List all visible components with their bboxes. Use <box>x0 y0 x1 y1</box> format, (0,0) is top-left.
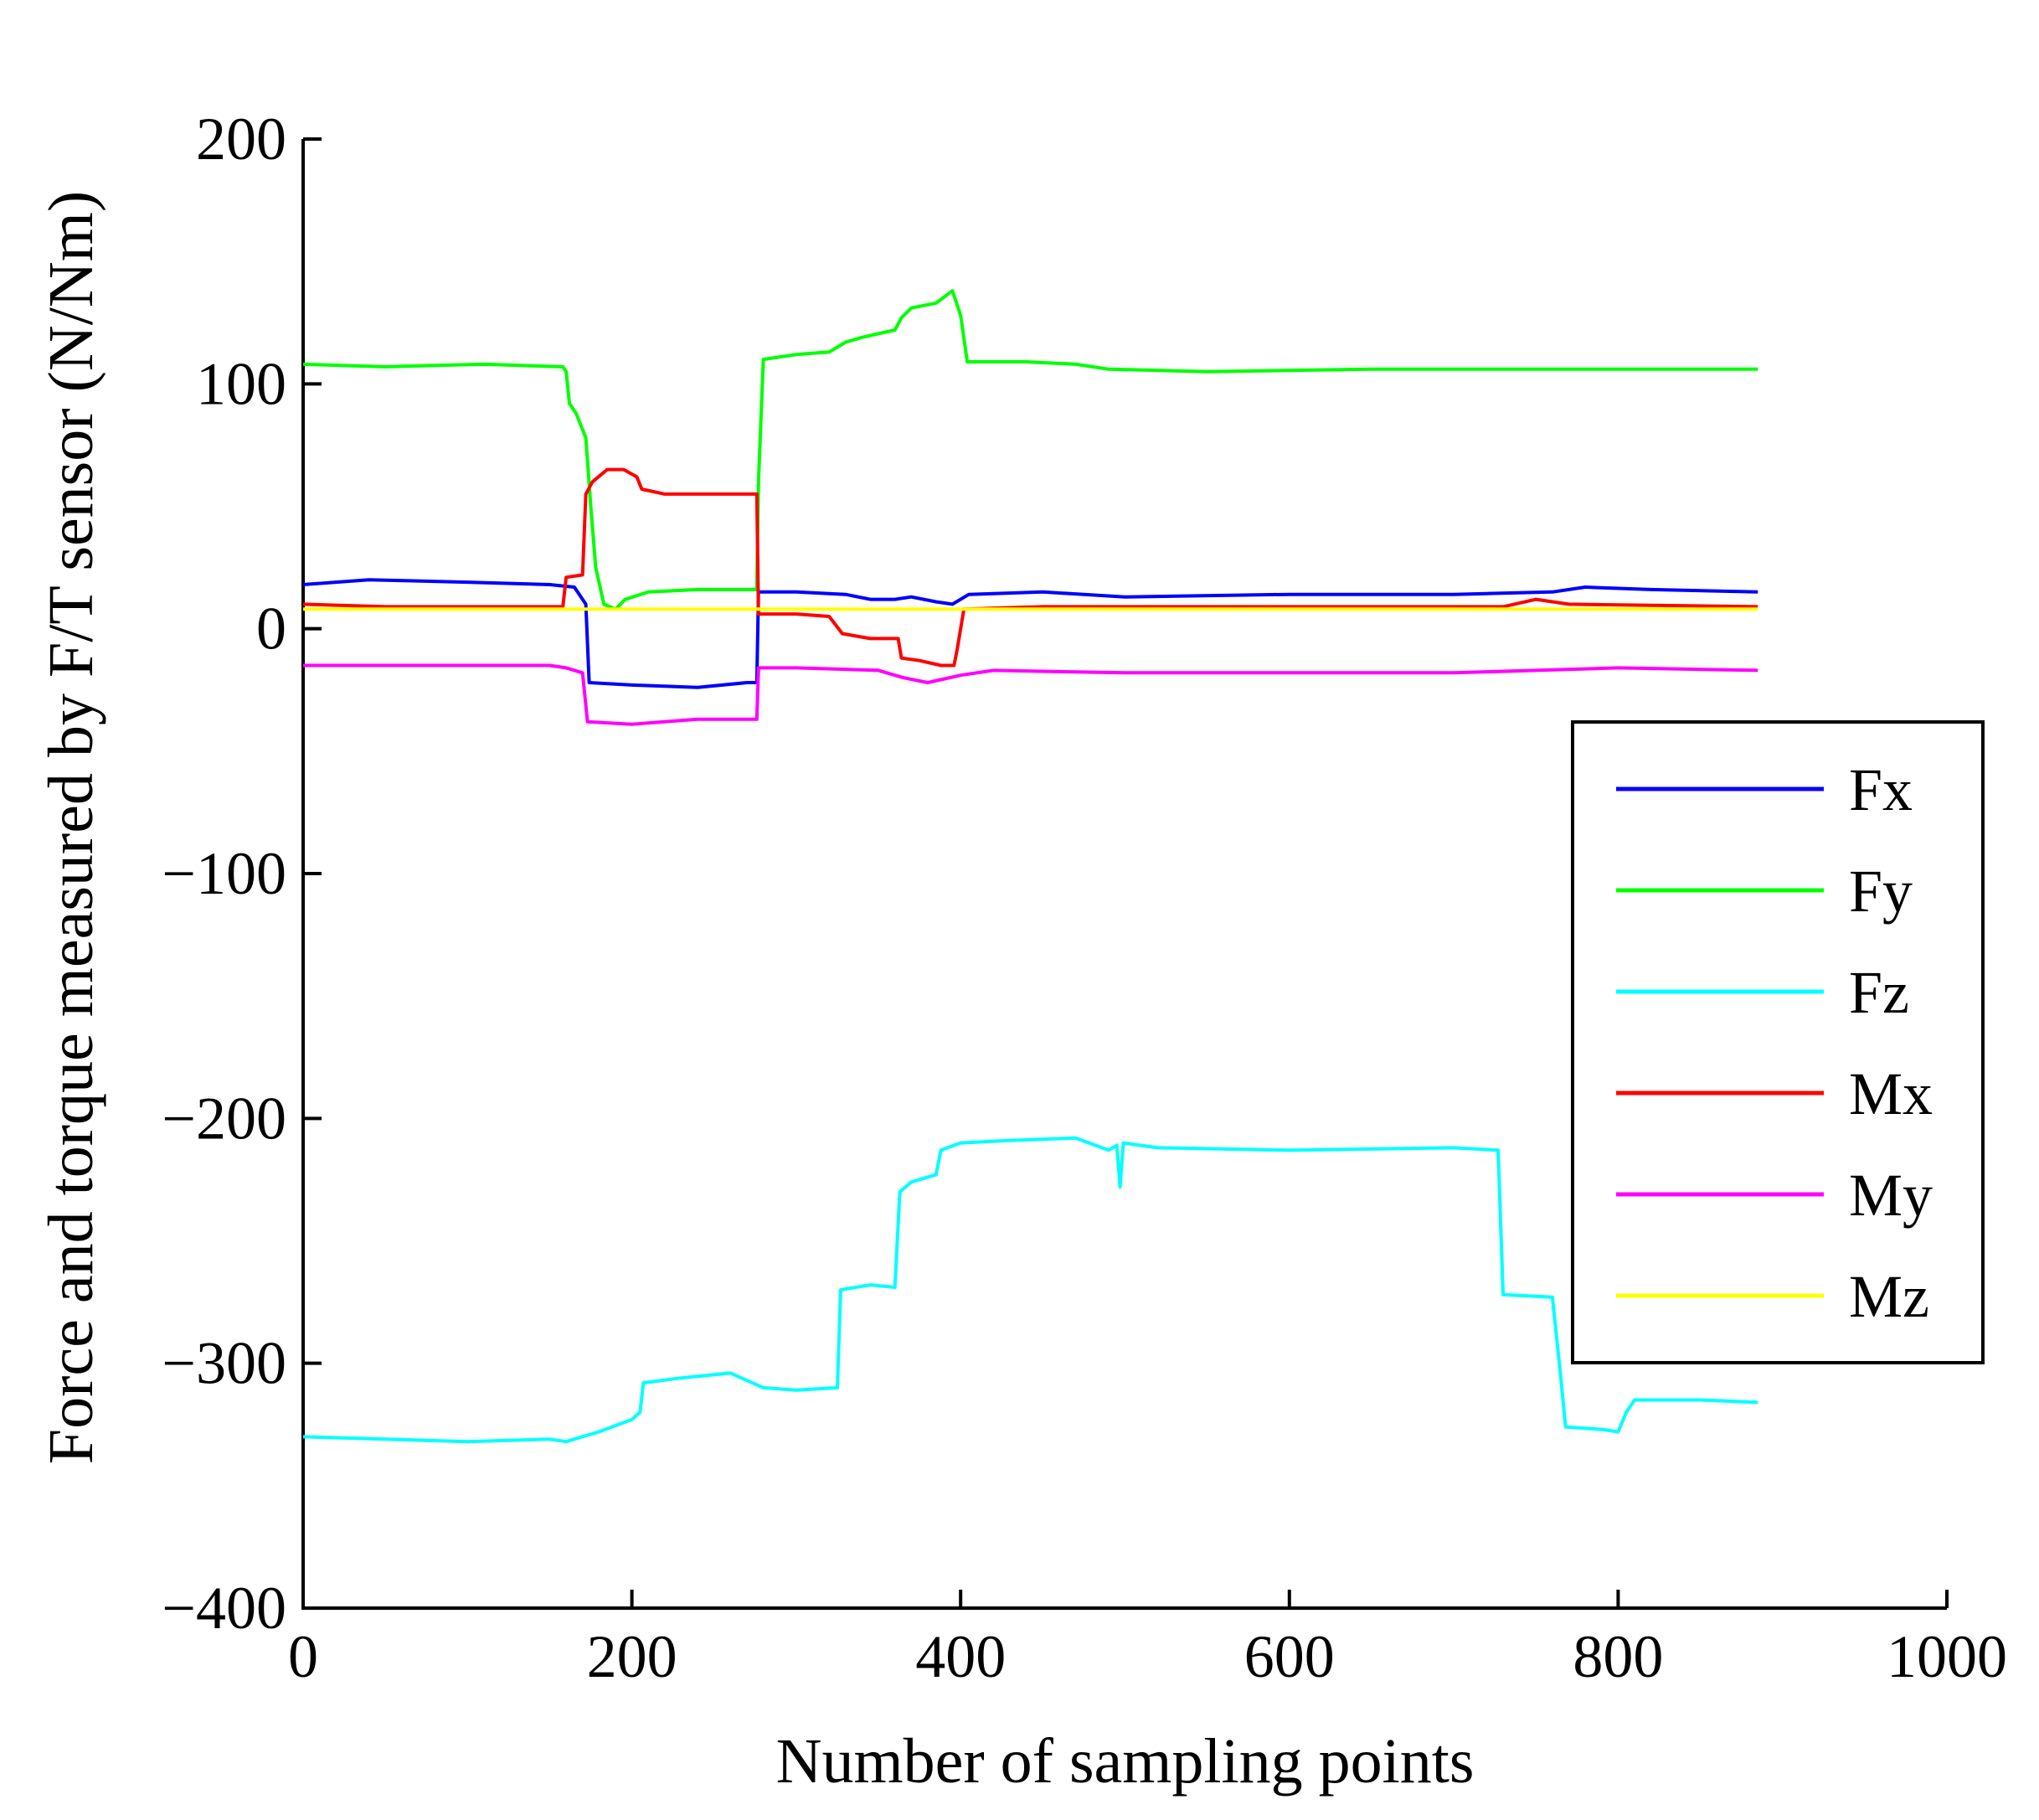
y-tick-label: −400 <box>162 1575 286 1642</box>
y-axis-label: Force and torque measured by F/T sensor … <box>36 191 106 1464</box>
x-tick-label: 200 <box>587 1623 677 1690</box>
legend-item-fy: Fy <box>1616 858 1913 925</box>
legend-label: Mz <box>1849 1263 1929 1330</box>
y-tick-label: 200 <box>196 106 286 173</box>
legend: Fx Fy Fz Mx My Mz <box>1571 720 1985 1364</box>
series-line-mx <box>302 467 1758 668</box>
y-tick-label: −200 <box>162 1085 286 1152</box>
series-line-fx <box>302 578 1758 689</box>
series-layer <box>302 289 1758 1444</box>
x-tick-label: 800 <box>1573 1623 1663 1690</box>
x-tick-label: 400 <box>915 1623 1006 1690</box>
legend-item-fx: Fx <box>1616 756 1913 823</box>
series-line-my <box>303 663 1758 726</box>
legend-item-fz: Fz <box>1616 959 1909 1026</box>
x-tick-label: 600 <box>1244 1623 1335 1690</box>
x-axis-ticks: 0 200 400 600 800 1000 <box>288 1590 2007 1690</box>
x-tick-label: 1000 <box>1887 1623 2007 1690</box>
legend-item-mx: Mx <box>1616 1060 1933 1127</box>
y-tick-label: −300 <box>162 1330 286 1397</box>
legend-box <box>1571 720 1985 1364</box>
y-tick-label: −100 <box>162 840 286 907</box>
legend-item-mz: Mz <box>1616 1263 1929 1330</box>
x-tick-label: 0 <box>288 1623 318 1690</box>
x-axis-label: Number of sampling points <box>776 1726 1475 1797</box>
legend-label: Fx <box>1849 756 1913 823</box>
series-line-fz <box>302 1136 1758 1444</box>
y-tick-label: 0 <box>256 595 286 663</box>
y-tick-label: 100 <box>196 350 286 417</box>
legend-label: Mx <box>1849 1060 1933 1127</box>
legend-item-my: My <box>1616 1162 1933 1229</box>
legend-label: My <box>1849 1162 1933 1229</box>
legend-label: Fy <box>1849 858 1913 925</box>
legend-label: Fz <box>1849 959 1909 1026</box>
y-axis-ticks: 200 100 0 −100 −200 −300 −400 <box>162 106 322 1642</box>
series-line-fy <box>302 289 1758 611</box>
